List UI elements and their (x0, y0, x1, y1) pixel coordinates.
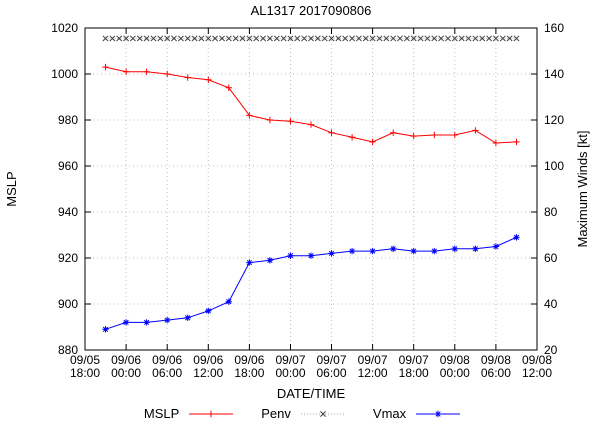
x-tick-label-date: 09/05 (70, 353, 100, 367)
y-tick-label-left: 900 (58, 297, 78, 311)
x-tick-label-time: 12:00 (522, 366, 552, 380)
legend-item-penv: Penv (261, 406, 347, 421)
y-tick-label-left: 960 (58, 159, 78, 173)
y-tick-label-right: 60 (544, 251, 558, 265)
legend-label-mslp: MSLP (143, 406, 180, 421)
x-tick-label-time: 06:00 (481, 366, 511, 380)
legend-label-penv: Penv (261, 406, 291, 421)
y-tick-label-right: 160 (544, 21, 564, 35)
x-tick-label-date: 09/08 (522, 353, 552, 367)
x-tick-label-time: 06:00 (316, 366, 346, 380)
x-tick-label-time: 06:00 (152, 366, 182, 380)
x-tick-label-time: 00:00 (275, 366, 305, 380)
y-tick-label-left: 980 (58, 113, 78, 127)
x-tick-label-time: 12:00 (193, 366, 223, 380)
series-vmax (102, 234, 520, 333)
legend-swatch-penv (300, 410, 345, 417)
y-tick-label-left: 1020 (51, 21, 78, 35)
y-tick-label-left: 880 (58, 343, 78, 357)
legend-swatch-mslp (189, 410, 234, 417)
y-tick-label-left: 1000 (51, 67, 78, 81)
x-tick-label-date: 09/06 (193, 353, 223, 367)
x-tick-label-time: 18:00 (399, 366, 429, 380)
y-tick-label-right: 100 (544, 159, 564, 173)
x-tick-label-date: 09/06 (152, 353, 182, 367)
chart-title: AL1317 2017090806 (250, 3, 372, 18)
x-tick-label-time: 00:00 (111, 366, 141, 380)
plot-border (84, 27, 538, 351)
x-axis-label: DATE/TIME (276, 386, 346, 401)
y-tick-label-right: 20 (544, 343, 558, 357)
y-tick-label-left: 940 (58, 205, 78, 219)
legend-item-mslp: MSLP (144, 406, 235, 421)
x-tick-label-time: 18:00 (234, 366, 264, 380)
x-tick-label-date: 09/08 (440, 353, 470, 367)
legend-item-vmax: Vmax (373, 406, 462, 421)
y-tick-label-right: 140 (544, 67, 564, 81)
axis-ticks (84, 27, 538, 351)
legend-label-vmax: Vmax (372, 406, 407, 421)
x-tick-label-time: 00:00 (440, 366, 470, 380)
x-tick-label-date: 09/07 (399, 353, 429, 367)
y-tick-label-right: 40 (544, 297, 558, 311)
grid (84, 27, 538, 351)
x-tick-label-date: 09/08 (481, 353, 511, 367)
y-tick-label-right: 120 (544, 113, 564, 127)
y-tick-label-left: 920 (58, 251, 78, 265)
y-tick-label-right: 80 (544, 205, 558, 219)
tick-labels: 880 900 920 940 960 980 1000 1020 20 40 60 80 100 120… (51, 21, 564, 380)
x-tick-label-time: 12:00 (358, 366, 388, 380)
legend: MSLP Penv Vmax (0, 406, 606, 421)
x-tick-label-date: 09/06 (234, 353, 264, 367)
series-penv (102, 35, 520, 42)
x-tick-label-date: 09/07 (275, 353, 305, 367)
x-tick-label-date: 09/07 (316, 353, 346, 367)
series-mslp (102, 63, 520, 147)
x-tick-label-date: 09/07 (358, 353, 388, 367)
legend-swatch-vmax (416, 410, 461, 417)
x-tick-label-date: 09/06 (111, 353, 141, 367)
x-tick-label-time: 18:00 (70, 366, 100, 380)
